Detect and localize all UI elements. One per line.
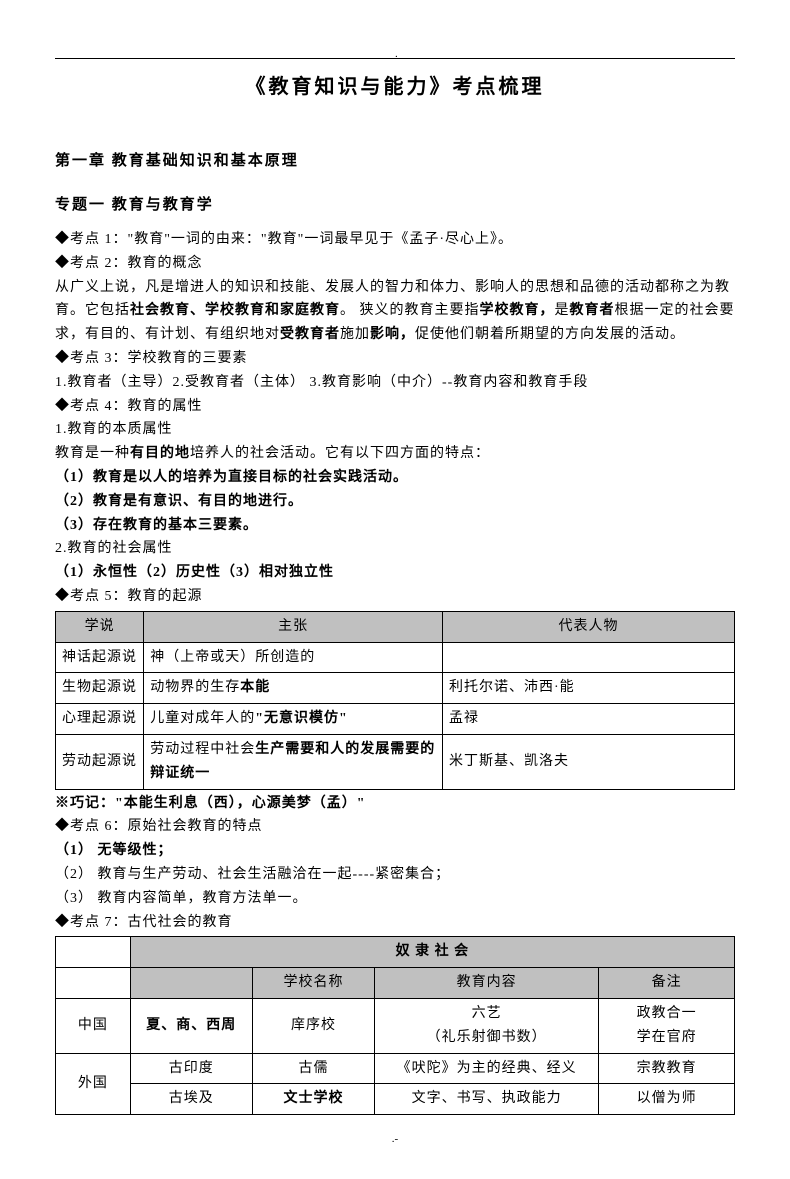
topic-heading: 专题一 教育与教育学 — [55, 193, 735, 219]
p3: 从广义上说，凡是增进人的知识和技能、发展人的智力和体力、影响人的思想和品德的活动… — [55, 276, 735, 347]
p11: （3）存在教育的基本三要素。 — [55, 514, 735, 538]
cell: 生物起源说 — [56, 673, 144, 704]
cell — [130, 968, 252, 999]
cell: 庠序校 — [252, 998, 374, 1053]
cell-bold: "无意识模仿" — [255, 711, 348, 726]
header-marker: . — [395, 45, 398, 64]
table-row: 学校名称 教育内容 备注 — [56, 968, 735, 999]
cell: 孟禄 — [443, 704, 735, 735]
cell-text: 动物界的生存 — [150, 680, 240, 695]
cell: 神话起源说 — [56, 642, 144, 673]
p8-text2: 培养人的社会活动。它有以下四方面的特点： — [190, 446, 490, 461]
kaodian-3: ◆考点 3：学校教育的三要素 — [55, 347, 735, 371]
cell: 外国 — [56, 1053, 131, 1115]
kaodian-1: ◆考点 1："教育"一词的由来："教育"一词最早见于《孟子·尽心上》。 — [55, 228, 735, 252]
cell: 夏、商、西周 — [130, 998, 252, 1053]
header-rule — [55, 58, 735, 59]
kaodian-4: ◆考点 4：教育的属性 — [55, 395, 735, 419]
p8-text: 教育是一种 — [55, 446, 130, 461]
p3-bold5: 影响， — [370, 327, 415, 342]
p3-text3: 的教育主要指 — [390, 303, 480, 318]
kaodian-6: ◆考点 6：原始社会教育的特点 — [55, 815, 735, 839]
p3-text4: 是 — [555, 303, 570, 318]
cell-line2: 学在官府 — [605, 1026, 728, 1050]
table-row: 古埃及 文士学校 文字、书写、执政能力 以僧为师 — [56, 1084, 735, 1115]
col-daibiao: 代表人物 — [443, 611, 735, 642]
cell: 以僧为师 — [599, 1084, 735, 1115]
p3-bold1: 社会教育、学校教育和家庭教育 — [130, 303, 340, 318]
cell: 古儒 — [252, 1053, 374, 1084]
p7: 1.教育的本质属性 — [55, 418, 735, 442]
p3-bold2: 学校教育， — [480, 303, 555, 318]
table-row: 生物起源说 动物界的生存本能 利托尔诺、沛西·能 — [56, 673, 735, 704]
kaodian-2: ◆考点 2：教育的概念 — [55, 252, 735, 276]
kaodian-5: ◆考点 5：教育的起源 — [55, 585, 735, 609]
p10: （2）教育是有意识、有目的地进行。 — [55, 490, 735, 514]
cell: 政教合一学在官府 — [599, 998, 735, 1053]
cell: 中国 — [56, 998, 131, 1053]
p13: （1）永恒性（2）历史性（3）相对独立性 — [55, 561, 735, 585]
header-main: 奴 隶 社 会 — [130, 937, 734, 968]
page-title: 《教育知识与能力》考点梳理 — [55, 70, 735, 104]
origin-table: 学说 主张 代表人物 神话起源说 神（上帝或天）所创造的 生物起源说 动物界的生… — [55, 611, 735, 790]
cell-line1: 六艺 — [381, 1002, 592, 1026]
p3-bold4: 受教育者 — [280, 327, 340, 342]
p3-text6: 施加 — [340, 327, 370, 342]
table-row: 中国 夏、商、西周 庠序校 六艺（礼乐射御书数） 政教合一学在官府 — [56, 998, 735, 1053]
col-zhuzhang: 主张 — [144, 611, 443, 642]
cell-line2: （礼乐射御书数） — [381, 1026, 592, 1050]
table-row: 劳动起源说 劳动过程中社会生产需要和人的发展需要的辩证统一 米丁斯基、凯洛夫 — [56, 734, 735, 789]
table-row: 心理起源说 儿童对成年人的"无意识模仿" 孟禄 — [56, 704, 735, 735]
cell: 动物界的生存本能 — [144, 673, 443, 704]
cell: 米丁斯基、凯洛夫 — [443, 734, 735, 789]
table-row: 奴 隶 社 会 — [56, 937, 735, 968]
cell: 古埃及 — [130, 1084, 252, 1115]
p8-bold: 有目的地 — [130, 446, 190, 461]
footer-marker: .- — [55, 1130, 735, 1149]
table-row: 神话起源说 神（上帝或天）所创造的 — [56, 642, 735, 673]
cell-blank — [56, 937, 131, 968]
p15: ※巧记："本能生利息（西），心源美梦（孟）" — [55, 792, 735, 816]
cell: 文士学校 — [252, 1084, 374, 1115]
p19: （3） 教育内容简单，教育方法单一。 — [55, 887, 735, 911]
cell-line1: 政教合一 — [605, 1002, 728, 1026]
cell: 儿童对成年人的"无意识模仿" — [144, 704, 443, 735]
p18: （2） 教育与生产劳动、社会生活融洽在一起----紧密集合； — [55, 863, 735, 887]
cell-bold: 本能 — [240, 680, 270, 695]
cell: 心理起源说 — [56, 704, 144, 735]
p9: （1）教育是以人的培养为直接目标的社会实践活动。 — [55, 466, 735, 490]
cell-text: 劳动过程中社会 — [150, 742, 255, 757]
cell: 文字、书写、执政能力 — [375, 1084, 599, 1115]
p3-bold3: 教育者 — [570, 303, 615, 318]
p3-text7: 促使他们朝着所期望的方向发展的活动。 — [415, 327, 685, 342]
cell: 学校名称 — [252, 968, 374, 999]
cell: 教育内容 — [375, 968, 599, 999]
col-xueshuo: 学说 — [56, 611, 144, 642]
p8: 教育是一种有目的地培养人的社会活动。它有以下四方面的特点： — [55, 442, 735, 466]
p3-text2: 。 狭义 — [340, 303, 390, 318]
cell: 利托尔诺、沛西·能 — [443, 673, 735, 704]
table-row: 学说 主张 代表人物 — [56, 611, 735, 642]
cell: 古印度 — [130, 1053, 252, 1084]
p17: （1） 无等级性； — [55, 839, 735, 863]
chapter-heading: 第一章 教育基础知识和基本原理 — [55, 149, 735, 175]
p5: 1.教育者（主导）2.受教育者（主体） 3.教育影响（中介）--教育内容和教育手… — [55, 371, 735, 395]
cell: 宗教教育 — [599, 1053, 735, 1084]
table-row: 外国 古印度 古儒 《吠陀》为主的经典、经义 宗教教育 — [56, 1053, 735, 1084]
cell: 神（上帝或天）所创造的 — [144, 642, 443, 673]
cell — [443, 642, 735, 673]
cell: 《吠陀》为主的经典、经义 — [375, 1053, 599, 1084]
kaodian-7: ◆考点 7：古代社会的教育 — [55, 911, 735, 935]
p12: 2.教育的社会属性 — [55, 537, 735, 561]
cell: 劳动过程中社会生产需要和人的发展需要的辩证统一 — [144, 734, 443, 789]
cell: 六艺（礼乐射御书数） — [375, 998, 599, 1053]
ancient-table: 奴 隶 社 会 学校名称 教育内容 备注 中国 夏、商、西周 庠序校 六艺（礼乐… — [55, 936, 735, 1115]
cell: 备注 — [599, 968, 735, 999]
cell-text: 儿童对成年人的 — [150, 711, 255, 726]
cell: 劳动起源说 — [56, 734, 144, 789]
cell-blank — [56, 968, 131, 999]
